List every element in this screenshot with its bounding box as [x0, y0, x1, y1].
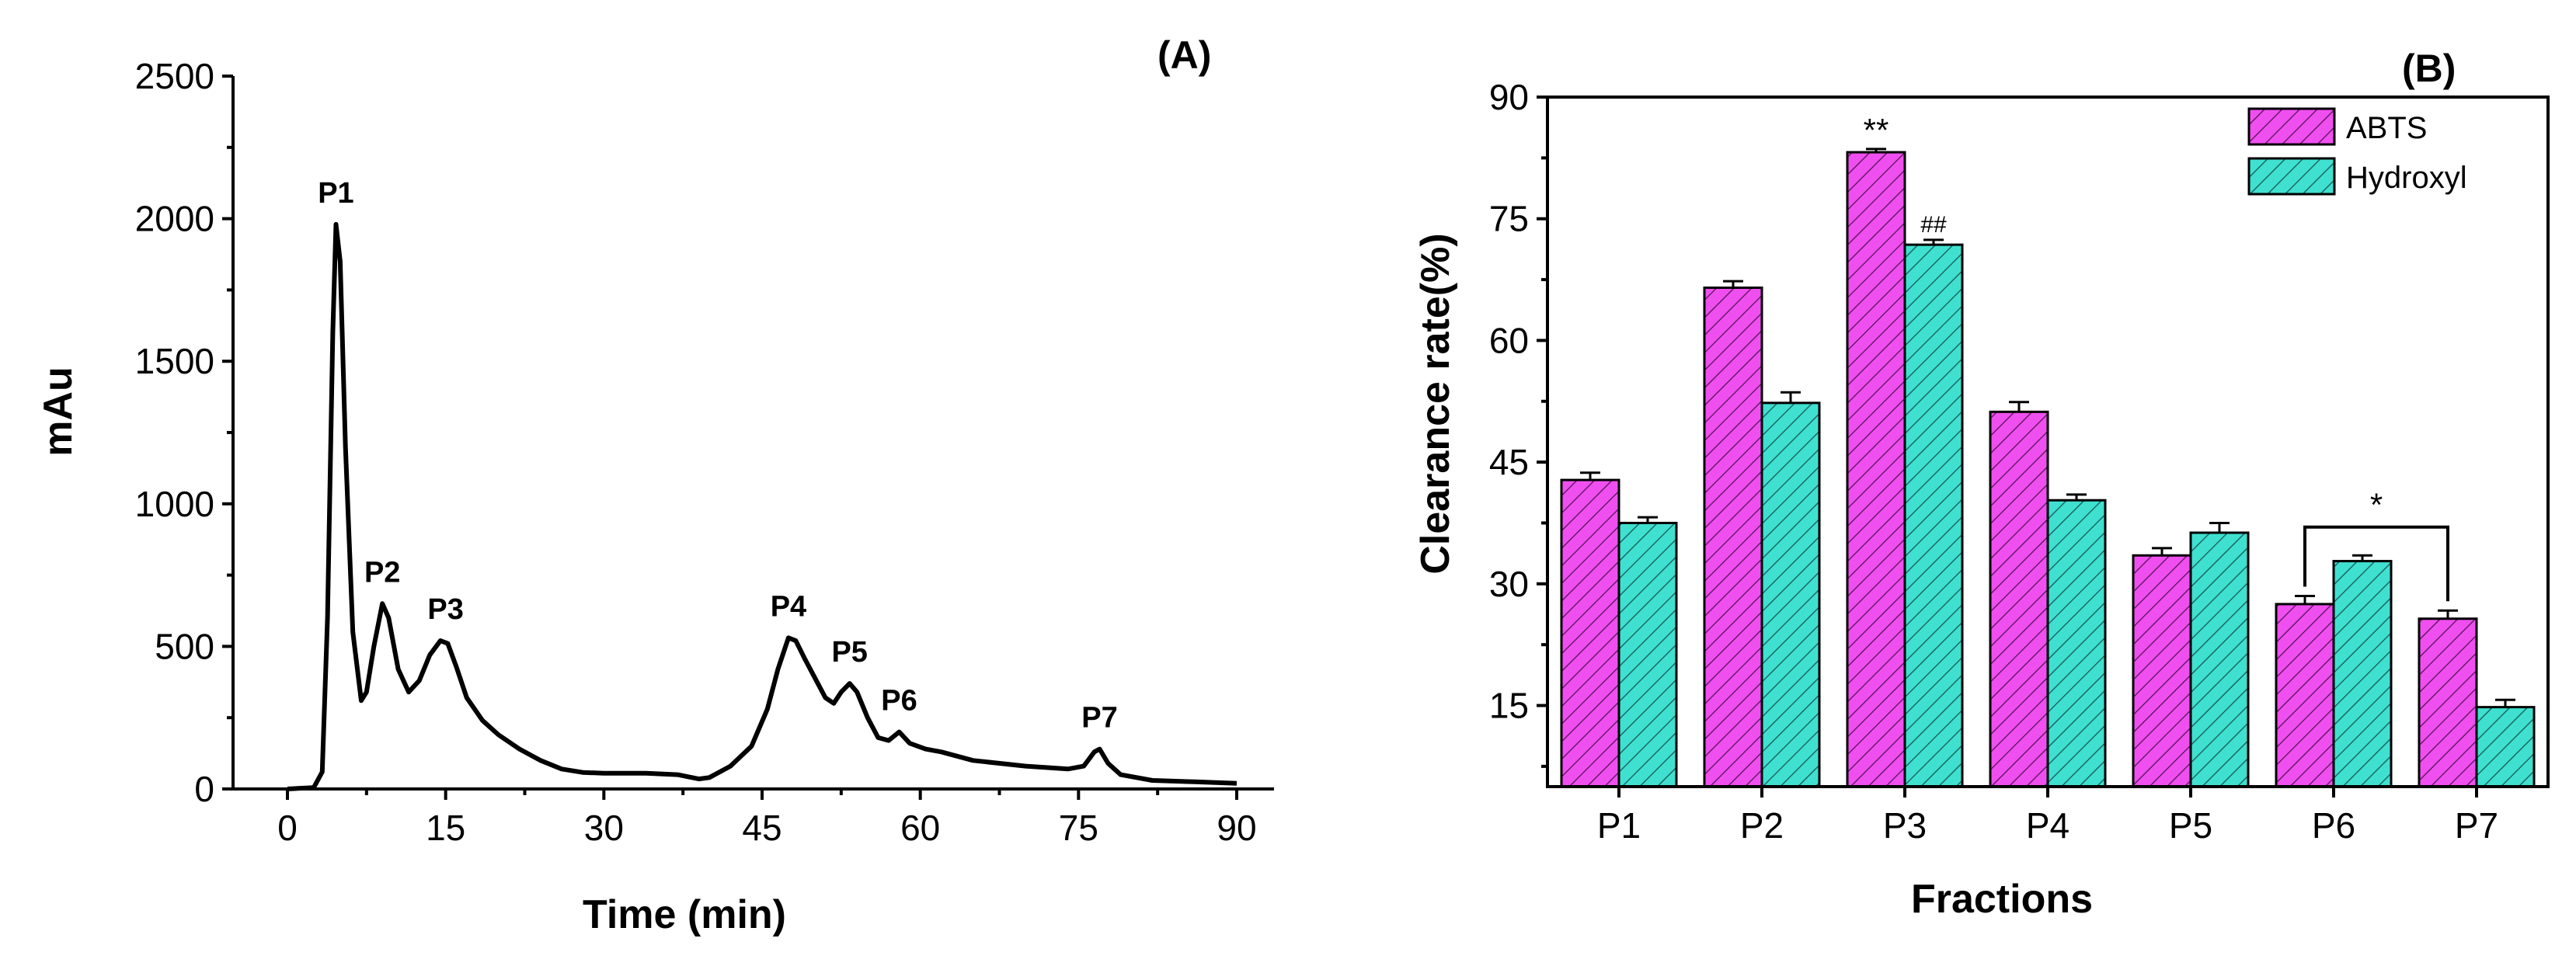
chart-b-bars	[1560, 151, 2536, 788]
chart-a-x-tick-label: 45	[742, 808, 782, 848]
chart-a-peak-label-p1: P1	[318, 177, 353, 210]
chart-b-legend-swatch-hydroxyl	[2247, 157, 2336, 196]
chart-b-bar-abts-p3	[1846, 151, 1906, 788]
chart-a-y-tick-label: 2500	[135, 56, 214, 96]
chart-b-bar-abts-p7	[2418, 617, 2478, 788]
chart-b-legend-swatch-abts	[2247, 107, 2336, 146]
chart-a-peak-labels: P1 P2 P3 P4 P5 P6 P7	[318, 177, 1118, 735]
chart-b-x-tick-label-p4: P4	[2026, 805, 2070, 846]
chart-a-y-axis-title: mAu	[36, 367, 81, 457]
chart-a-y-tick-label: 500	[155, 626, 214, 666]
chart-b-x-tick-label-p6: P6	[2312, 805, 2355, 846]
chart-a-x-tick-label: 30	[584, 808, 624, 848]
chart-b-bar-hydroxyl-p1	[1617, 521, 1678, 788]
chart-a-peak-label-p5: P5	[831, 636, 867, 669]
chart-a-x-tick-label: 90	[1217, 808, 1256, 848]
chart-a-x-tick-label: 60	[900, 808, 940, 848]
chart-a-axes	[231, 76, 1274, 791]
chart-a: (A) 0 500 1000 1500 2000 2500 0 15 30 45 60 75 90 P1…	[36, 33, 1274, 937]
chart-b-y-axis-title: Clearance rate(%)	[1413, 233, 1458, 574]
chart-b-bar-abts-p1	[1560, 478, 1620, 788]
chart-a-peak-label-p2: P2	[364, 556, 400, 589]
chart-a-y-tick-label: 0	[194, 769, 214, 809]
chart-b-y-tick-label: 60	[1489, 320, 1529, 360]
chart-b-y-tick-label: 30	[1489, 564, 1529, 604]
chart-a-y-tick-label: 1000	[135, 484, 214, 524]
chart-a-peak-label-p4: P4	[771, 590, 806, 623]
chart-b-x-axis-title: Fractions	[1911, 877, 2093, 922]
chart-b-significance-hydroxyl: ##	[1920, 212, 1947, 238]
chart-b-y-tick-label: 15	[1489, 686, 1529, 726]
chart-b-significance-abts: **	[1864, 112, 1889, 148]
chart-a-x-tick-label: 75	[1059, 808, 1098, 848]
chart-a-peak-label-p6: P6	[881, 685, 917, 718]
chart-b-bar-abts-p2	[1703, 287, 1763, 788]
chart-b-bar-hydroxyl-p3	[1903, 243, 1964, 788]
chart-b-ticks: 15 30 45 60 75 90 P1 P2 P3 P4 P5 P6 P7	[1489, 77, 2498, 846]
chart-b-bar-hydroxyl-p7	[2475, 706, 2536, 788]
chart-b-significance-star: *	[2370, 487, 2383, 523]
chart-b-bar-abts-p4	[1989, 410, 2049, 788]
chart-b-x-tick-label-p1: P1	[1597, 805, 1641, 846]
chart-b-significance: ** ## *	[1864, 112, 2449, 602]
chart-b-x-tick-label-p3: P3	[1883, 805, 1927, 846]
chart-b-x-tick-label-p2: P2	[1740, 805, 1784, 846]
chart-a-x-tick-label: 15	[426, 808, 465, 848]
chart-b-bar-hydroxyl-p2	[1760, 401, 1821, 788]
chart-b-bar-hydroxyl-p5	[2189, 531, 2250, 788]
chart-b-bar-abts-p6	[2275, 603, 2335, 788]
chart-a-peak-label-p7: P7	[1081, 702, 1117, 735]
chart-a-x-tick-label: 0	[277, 808, 298, 848]
chart-a-y-tick-label: 2000	[135, 199, 214, 239]
chart-a-ticks: 0 500 1000 1500 2000 2500 0 15 30 45 60 75 90	[135, 56, 1257, 848]
chart-a-panel-label: (A)	[1157, 33, 1211, 77]
chart-a-peak-label-p3: P3	[427, 593, 463, 626]
chart-b-y-tick-label: 45	[1489, 442, 1529, 482]
chart-b-legend-label-hydroxyl: Hydroxyl	[2346, 161, 2467, 195]
chart-b-y-tick-label: 90	[1489, 77, 1529, 117]
chart-b-y-tick-label: 75	[1489, 199, 1529, 239]
chart-a-x-axis-title: Time (min)	[583, 892, 786, 937]
chart-b-error-bars	[1580, 148, 2515, 707]
chart-b-legend-label-abts: ABTS	[2346, 111, 2427, 145]
chart-b-significance-bracket	[2303, 525, 2449, 602]
chart-b-x-tick-label-p5: P5	[2169, 805, 2212, 846]
chart-a-series-line	[287, 221, 1238, 791]
chart-b-legend: ABTS Hydroxyl	[2247, 107, 2467, 196]
chart-b-panel-label: (B)	[2402, 47, 2456, 90]
chart-b-bar-hydroxyl-p6	[2332, 560, 2393, 788]
chart-b-x-tick-label-p7: P7	[2455, 805, 2498, 846]
chart-b-bar-hydroxyl-p4	[2046, 499, 2107, 788]
chart-b: (B) 15 30 45 60 75 90 P1 P2 P3 P4 P5 P6 P7 ** ## * ABT…	[1413, 47, 2550, 922]
chart-a-y-tick-label: 1500	[135, 341, 214, 381]
chart-b-bar-abts-p5	[2132, 554, 2192, 788]
